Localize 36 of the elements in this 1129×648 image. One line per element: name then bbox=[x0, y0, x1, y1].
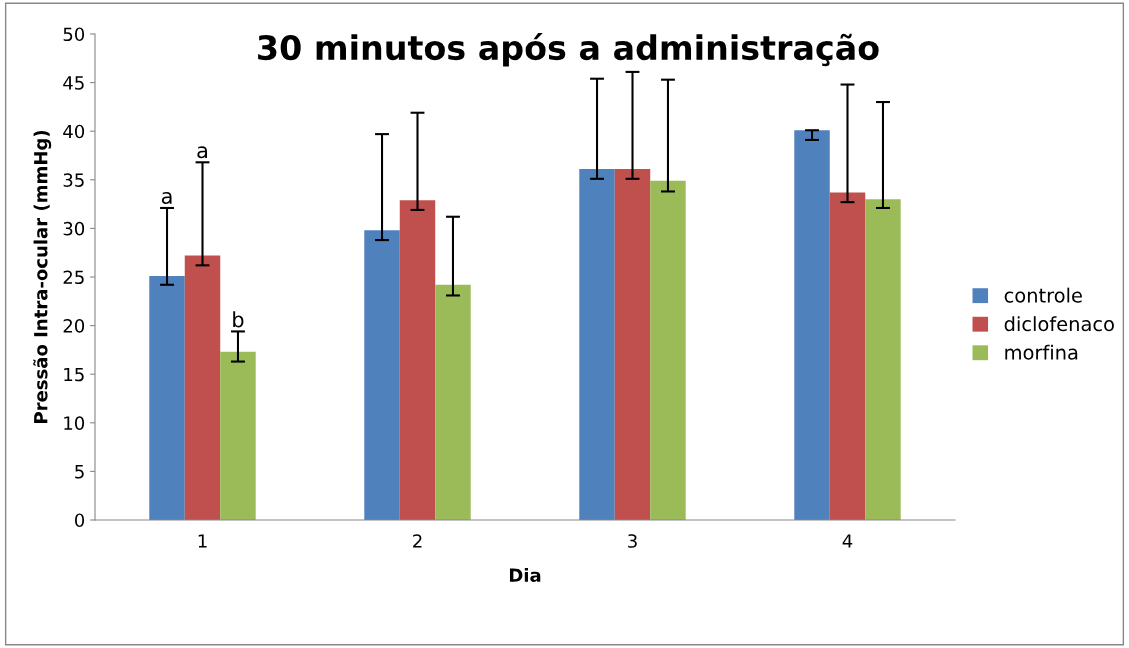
x-tick-label: 2 bbox=[413, 534, 422, 548]
annotation: b bbox=[233, 311, 244, 328]
bar bbox=[435, 284, 471, 520]
bar bbox=[149, 276, 185, 520]
bar bbox=[579, 169, 615, 520]
x-tick-label: 4 bbox=[842, 534, 853, 548]
y-tick-label: 15 bbox=[64, 367, 84, 382]
y-tick-label: 50 bbox=[63, 27, 85, 42]
y-tick-label: 40 bbox=[63, 124, 85, 139]
y-tick-label: 5 bbox=[75, 465, 84, 479]
bar bbox=[865, 199, 901, 520]
x-tick-label: 3 bbox=[628, 534, 637, 548]
bar bbox=[220, 351, 256, 520]
y-tick-label: 0 bbox=[74, 513, 85, 528]
bar bbox=[184, 255, 221, 520]
y-tick-label: 45 bbox=[63, 76, 84, 90]
bar bbox=[650, 180, 686, 520]
annotation: a bbox=[161, 191, 172, 204]
y-tick-label: 30 bbox=[63, 221, 85, 236]
y-axis-title: Pressão Intra-ocular (mmHg) bbox=[33, 130, 52, 423]
chart-title: 30 minutos após a administração bbox=[258, 33, 879, 67]
y-tick-label: 25 bbox=[63, 270, 84, 285]
bar bbox=[399, 200, 436, 520]
legend-label: controle bbox=[1004, 287, 1082, 303]
y-tick-label: 10 bbox=[64, 416, 85, 430]
x-tick-label: 1 bbox=[198, 534, 207, 548]
bar bbox=[614, 169, 651, 520]
bar bbox=[364, 230, 400, 520]
x-axis-title: Dia bbox=[509, 568, 541, 583]
legend-label: diclofenaco bbox=[1004, 316, 1114, 332]
y-tick-label: 20 bbox=[63, 319, 85, 333]
y-tick-label: 35 bbox=[63, 173, 84, 187]
bar bbox=[794, 130, 830, 520]
bar bbox=[829, 192, 866, 520]
legend-label: morfina bbox=[1005, 344, 1078, 360]
annotation: a bbox=[197, 146, 207, 159]
